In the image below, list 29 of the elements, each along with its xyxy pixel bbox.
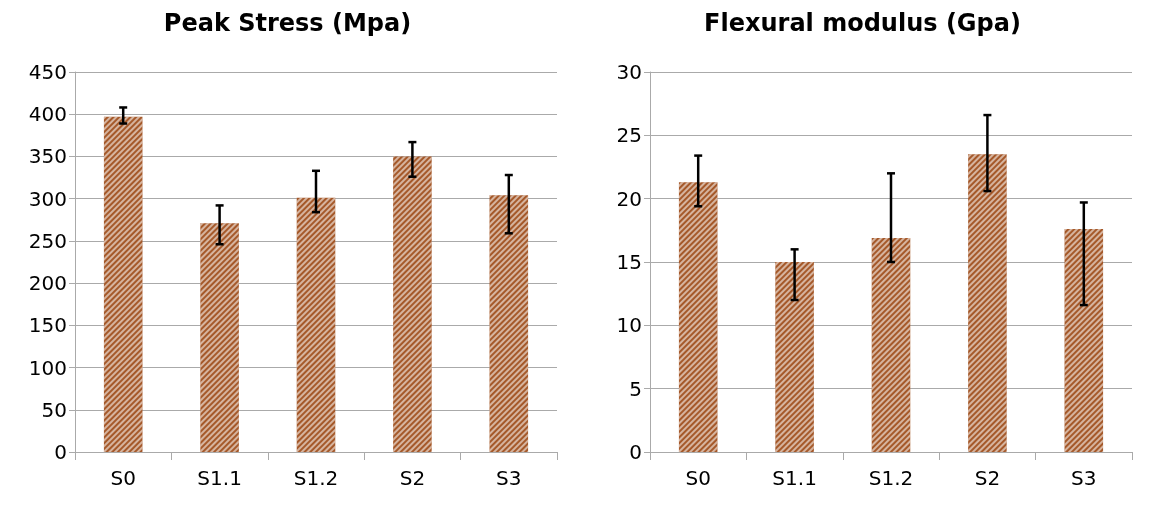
x-tick-label: S1.2 xyxy=(868,466,914,490)
y-tick-label: 15 xyxy=(616,250,642,274)
y-tick-label: 200 xyxy=(28,271,67,296)
y-tick-label: 250 xyxy=(28,228,67,253)
y-tick-label: 450 xyxy=(28,60,67,84)
y-tick-label: 350 xyxy=(28,144,67,169)
x-tick-label: S2 xyxy=(974,466,1001,490)
y-tick-label: 5 xyxy=(629,376,642,401)
x-tick-label: S1.2 xyxy=(293,466,339,490)
y-tick-label: 0 xyxy=(629,440,642,464)
y-tick-label: 30 xyxy=(616,60,642,84)
y-tick-label: 25 xyxy=(616,123,642,148)
chart-title: Flexural modulus (Gpa) xyxy=(704,9,1021,37)
x-tick-label: S2 xyxy=(399,466,426,490)
y-tick-label: 50 xyxy=(41,397,67,422)
y-tick-label: 300 xyxy=(28,186,67,211)
x-tick-label: S1.1 xyxy=(772,466,817,490)
x-tick-label: S3 xyxy=(496,466,522,490)
chart-title: Peak Stress (Mpa) xyxy=(163,9,412,37)
y-tick-label: 100 xyxy=(28,355,67,380)
y-tick-label: 0 xyxy=(54,440,67,464)
y-tick-label: 150 xyxy=(28,313,67,338)
y-tick-label: 400 xyxy=(28,102,67,127)
x-tick-label: S3 xyxy=(1071,466,1097,490)
y-tick-label: 10 xyxy=(616,313,642,338)
x-tick-label: S1.1 xyxy=(197,466,242,490)
y-tick-label: 20 xyxy=(616,186,642,211)
x-tick-label: S0 xyxy=(685,466,711,490)
x-tick-label: S0 xyxy=(110,466,136,490)
